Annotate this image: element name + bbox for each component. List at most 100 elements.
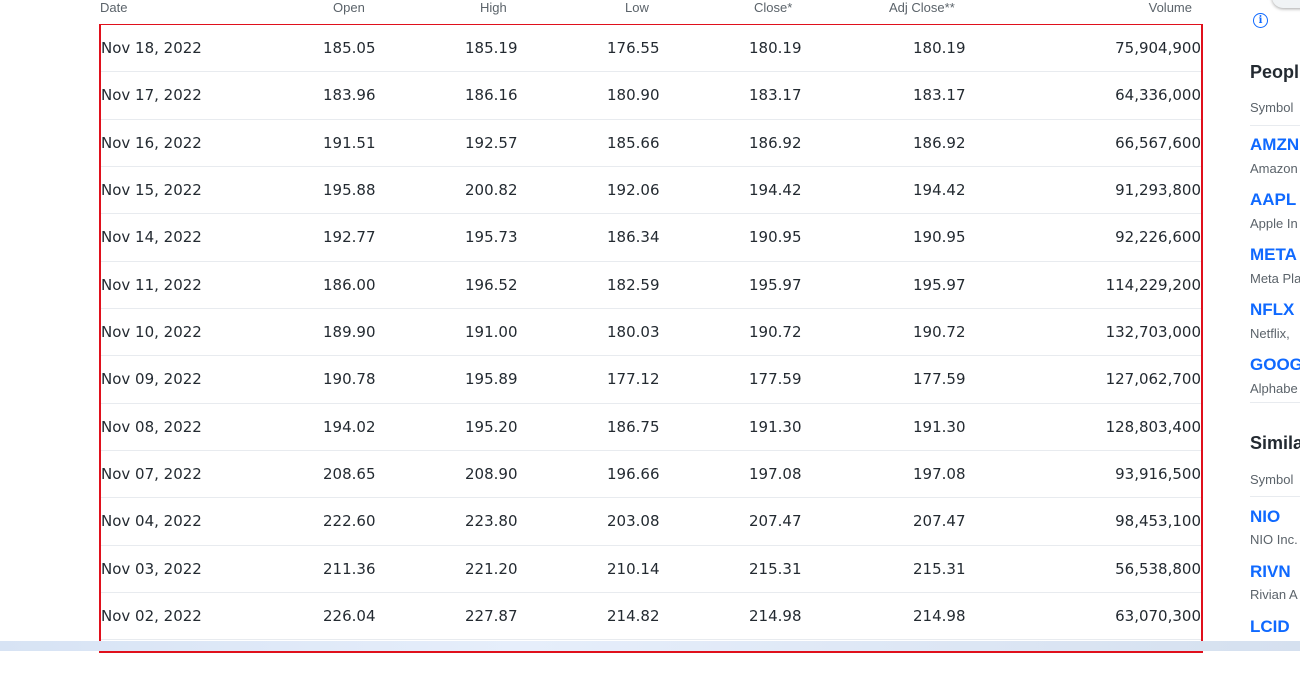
- close-cell: 215.31: [749, 559, 802, 578]
- adj-close-cell: 190.72: [913, 323, 966, 342]
- table-row: Nov 07, 2022 208.65 208.90 196.66 197.08 197.…: [101, 451, 1201, 499]
- people-also-watch-title: Peopl: [1250, 62, 1300, 82]
- close-cell: 197.08: [749, 465, 802, 484]
- table-row: Nov 04, 2022 222.60 223.80 203.08 207.47 207.…: [101, 498, 1201, 546]
- ticker-link-aapl[interactable]: AAPL: [1250, 190, 1297, 209]
- ticker-link-nio[interactable]: NIO: [1250, 507, 1281, 526]
- close-cell: 186.92: [749, 133, 802, 152]
- date-cell: Nov 03, 2022: [101, 559, 202, 578]
- company-name: Alphabe: [1250, 381, 1298, 396]
- open-cell: 195.88: [323, 181, 376, 200]
- adj-close-cell: 183.17: [913, 86, 966, 105]
- close-cell: 194.42: [749, 181, 802, 200]
- low-cell: 176.55: [607, 39, 660, 58]
- ticker-link-amzn[interactable]: AMZN: [1250, 135, 1300, 154]
- header-date: Date: [100, 0, 128, 15]
- volume-cell: 114,229,200: [1105, 275, 1201, 294]
- close-cell: 191.30: [749, 417, 802, 436]
- low-cell: 196.66: [607, 465, 660, 484]
- adj-close-cell: 191.30: [913, 417, 966, 436]
- ticker-link-nflx[interactable]: NFLX: [1250, 300, 1295, 319]
- adj-close-cell: 186.92: [913, 133, 966, 152]
- high-cell: 223.80: [465, 512, 518, 531]
- ticker-link-lcid[interactable]: LCID: [1250, 617, 1290, 636]
- volume-cell: 66,567,600: [1115, 133, 1201, 152]
- date-cell: Nov 14, 2022: [101, 228, 202, 247]
- date-cell: Nov 10, 2022: [101, 323, 202, 342]
- table-row: Nov 11, 2022 186.00 196.52 182.59 195.97 195.…: [101, 262, 1201, 309]
- company-name: Rivian A: [1250, 587, 1298, 602]
- table-row: Nov 14, 2022 192.77 195.73 186.34 190.95 190.…: [101, 214, 1201, 262]
- adj-close-cell: 215.31: [913, 559, 966, 578]
- volume-cell: 56,538,800: [1115, 559, 1201, 578]
- high-cell: 227.87: [465, 607, 518, 626]
- volume-cell: 127,062,700: [1105, 370, 1201, 389]
- high-cell: 195.73: [465, 228, 518, 247]
- low-cell: 182.59: [607, 275, 660, 294]
- table-header: Date Open High Low Close* Adj Close** Vo…: [100, 0, 1200, 16]
- close-cell: 180.19: [749, 39, 802, 58]
- high-cell: 195.89: [465, 370, 518, 389]
- adj-close-cell: 194.42: [913, 181, 966, 200]
- date-cell: Nov 17, 2022: [101, 86, 202, 105]
- header-open: Open: [333, 0, 365, 15]
- date-cell: Nov 18, 2022: [101, 39, 202, 58]
- table-row: Nov 10, 2022 189.90 191.00 180.03 190.72 190.…: [101, 309, 1201, 357]
- company-name: Netflix,: [1250, 326, 1290, 341]
- volume-cell: 63,070,300: [1115, 607, 1201, 626]
- info-icon[interactable]: i: [1253, 13, 1268, 28]
- date-cell: Nov 15, 2022: [101, 181, 202, 200]
- header-low: Low: [625, 0, 649, 15]
- ticker-link-meta[interactable]: META: [1250, 245, 1297, 264]
- date-cell: Nov 11, 2022: [101, 275, 202, 294]
- date-cell: Nov 16, 2022: [101, 133, 202, 152]
- open-cell: 222.60: [323, 512, 376, 531]
- open-cell: 191.51: [323, 133, 376, 152]
- low-cell: 203.08: [607, 512, 660, 531]
- volume-cell: 98,453,100: [1115, 512, 1201, 531]
- open-cell: 183.96: [323, 86, 376, 105]
- ticker-link-goog[interactable]: GOOG: [1250, 355, 1300, 374]
- divider: [1250, 125, 1300, 126]
- company-name: Apple In: [1250, 216, 1298, 231]
- date-cell: Nov 04, 2022: [101, 512, 202, 531]
- open-cell: 208.65: [323, 465, 376, 484]
- volume-cell: 92,226,600: [1115, 228, 1201, 247]
- table-row: Nov 15, 2022 195.88 200.82 192.06 194.42 194.…: [101, 167, 1201, 215]
- low-cell: 177.12: [607, 370, 660, 389]
- scroll-to-top-button[interactable]: [1272, 0, 1300, 8]
- volume-cell: 91,293,800: [1115, 181, 1201, 200]
- table-row: Nov 03, 2022 211.36 221.20 210.14 215.31 215.…: [101, 546, 1201, 593]
- open-cell: 190.78: [323, 370, 376, 389]
- close-cell: 183.17: [749, 86, 802, 105]
- volume-cell: 64,336,000: [1115, 86, 1201, 105]
- close-cell: 195.97: [749, 275, 802, 294]
- close-cell: 177.59: [749, 370, 802, 389]
- open-cell: 185.05: [323, 39, 376, 58]
- low-cell: 180.90: [607, 86, 660, 105]
- table-row: Nov 09, 2022 190.78 195.89 177.12 177.59 177.…: [101, 356, 1201, 404]
- open-cell: 192.77: [323, 228, 376, 247]
- adj-close-cell: 180.19: [913, 39, 966, 58]
- low-cell: 185.66: [607, 133, 660, 152]
- open-cell: 211.36: [323, 559, 376, 578]
- close-cell: 190.72: [749, 323, 802, 342]
- similar-symbol-header: Symbol: [1250, 472, 1294, 487]
- high-cell: 208.90: [465, 465, 518, 484]
- date-cell: Nov 09, 2022: [101, 370, 202, 389]
- high-cell: 191.00: [465, 323, 518, 342]
- low-cell: 210.14: [607, 559, 660, 578]
- date-cell: Nov 08, 2022: [101, 417, 202, 436]
- company-name: Amazon: [1250, 161, 1298, 176]
- open-cell: 189.90: [323, 323, 376, 342]
- adj-close-cell: 214.98: [913, 607, 966, 626]
- low-cell: 192.06: [607, 181, 660, 200]
- table-row: Nov 02, 2022 226.04 227.87 214.82 214.98 214.…: [101, 593, 1201, 641]
- ticker-link-rivn[interactable]: RIVN: [1250, 562, 1291, 581]
- high-cell: 186.16: [465, 86, 518, 105]
- close-cell: 207.47: [749, 512, 802, 531]
- volume-cell: 93,916,500: [1115, 465, 1201, 484]
- open-cell: 226.04: [323, 607, 376, 626]
- low-cell: 214.82: [607, 607, 660, 626]
- high-cell: 185.19: [465, 39, 518, 58]
